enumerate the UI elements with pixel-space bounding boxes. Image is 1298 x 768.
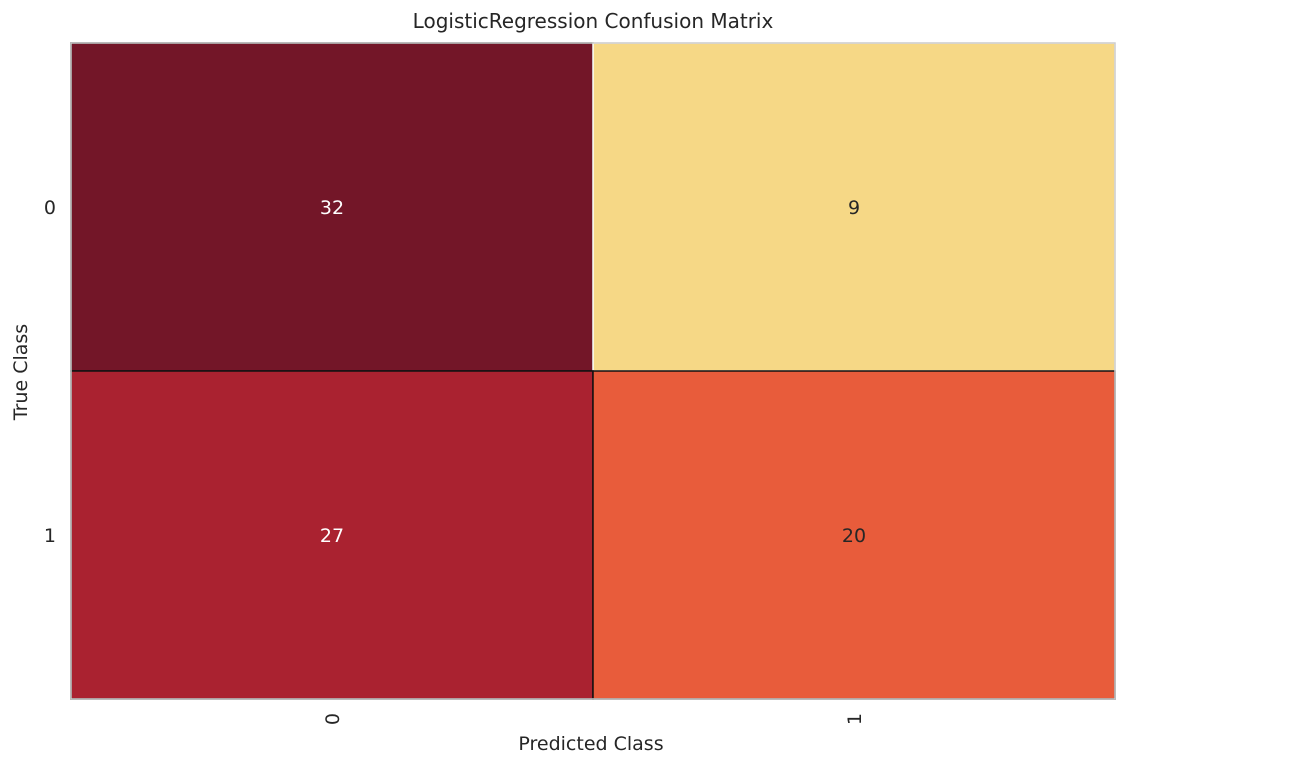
plot-frame (70, 42, 1116, 700)
y-axis-label: True Class (10, 324, 32, 421)
y-tick-label-0: 0 (44, 197, 56, 219)
cell-value-label-1-1: 20 (842, 525, 866, 547)
heatmap-cell-0-1 (592, 42, 1116, 372)
x-tick-label-1: 1 (844, 713, 866, 725)
chart-title: LogisticRegression Confusion Matrix (413, 9, 774, 33)
cell-value-label-0-1: 9 (848, 197, 860, 219)
x-tick-label-0: 0 (322, 713, 344, 725)
cell-value-label-0-0: 32 (320, 197, 344, 219)
heatmap-cell-1-0 (70, 370, 594, 700)
y-tick-labels: 01 (44, 197, 56, 547)
y-tick-label-1: 1 (44, 525, 56, 547)
heatmap-cell-0-0 (70, 42, 594, 372)
cell-value-label-1-0: 27 (320, 525, 344, 547)
heatmap-cell-1-1 (592, 370, 1116, 700)
x-axis-label: Predicted Class (518, 733, 663, 755)
heatmap-cells: 32 9 27 20 (70, 42, 1116, 700)
